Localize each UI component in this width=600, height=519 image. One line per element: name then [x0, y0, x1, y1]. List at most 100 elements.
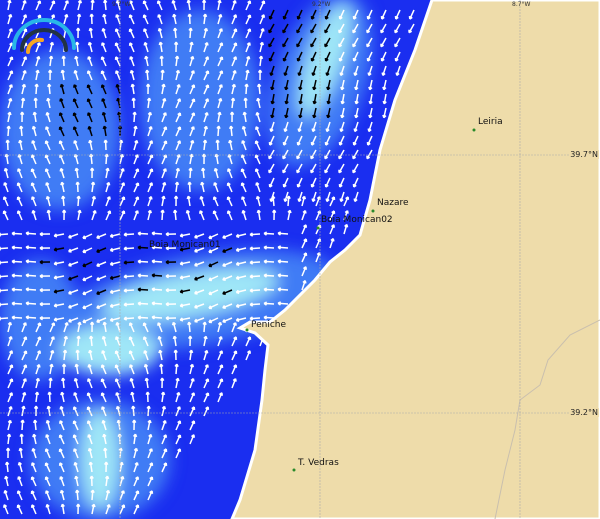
wind-arrow: [161, 434, 168, 445]
wind-arrow: [189, 363, 195, 375]
wind-arrow: [203, 125, 208, 137]
wind-arrow: [175, 98, 182, 109]
wind-arrow: [7, 70, 14, 81]
wind-arrow: [310, 51, 317, 62]
wind-arrow: [147, 462, 154, 473]
wind-arrow: [263, 259, 275, 264]
wind-arrow: [101, 98, 107, 109]
wind-arrow: [301, 252, 308, 263]
wind-arrow: [161, 97, 167, 109]
wind-arrow: [283, 121, 289, 133]
wind-arrow: [208, 233, 219, 240]
wind-arrow: [235, 247, 247, 253]
wind-arrow: [312, 107, 317, 119]
wind-arrow: [338, 163, 345, 174]
wind-arrow: [53, 303, 65, 308]
wind-arrow: [142, 0, 149, 11]
wind-arrow: [203, 392, 210, 403]
wind-arrow: [109, 303, 121, 309]
wind-arrow: [298, 107, 303, 119]
wind-arrow: [284, 93, 289, 105]
wind-arrow: [297, 121, 303, 133]
wind-arrow: [131, 419, 137, 431]
wind-arrow: [231, 14, 238, 25]
wind-arrow: [157, 322, 163, 333]
wind-arrow: [49, 363, 54, 375]
wind-arrow: [194, 275, 205, 281]
wind-arrow: [199, 195, 205, 207]
wind-arrow: [208, 247, 219, 254]
wind-arrow: [76, 13, 82, 25]
wind-arrow: [101, 42, 107, 53]
wind-arrow: [277, 259, 289, 264]
wind-arrow: [189, 434, 196, 445]
wind-arrow: [123, 232, 135, 237]
wind-arrow: [45, 503, 51, 515]
wind-arrow: [89, 167, 95, 179]
wind-arrow: [31, 140, 37, 151]
buoy-label[interactable]: Boia Monican02: [321, 215, 393, 225]
wind-arrow: [282, 37, 289, 48]
wind-arrow: [75, 41, 80, 53]
wind-arrow: [296, 149, 303, 160]
wind-arrow: [60, 377, 66, 389]
wind-arrow: [74, 167, 79, 179]
wind-arrow: [241, 125, 247, 137]
wind-arrow: [129, 377, 135, 389]
wind-arrow: [231, 378, 237, 389]
wind-arrow: [123, 246, 135, 251]
place-label[interactable]: Peniche: [251, 320, 287, 330]
wind-arrow: [366, 9, 373, 20]
wind-arrow: [7, 378, 14, 389]
wind-arrow: [87, 41, 93, 53]
wind-arrow: [105, 210, 112, 221]
wind-arrow: [381, 65, 387, 77]
buoy-label[interactable]: Boia Monican01: [149, 240, 221, 250]
wind-arrow: [226, 210, 233, 221]
wind-arrow: [187, 13, 192, 25]
wind-arrow: [74, 475, 79, 487]
wind-arrow: [160, 209, 165, 221]
wind-arrow: [2, 210, 9, 221]
wind-arrow: [133, 196, 140, 207]
wind-arrow: [31, 447, 37, 459]
wind-arrow: [268, 149, 275, 160]
wind-arrow: [235, 261, 247, 267]
wind-arrow: [208, 275, 219, 282]
wind-arrow: [268, 135, 275, 146]
wind-arrow: [31, 462, 37, 473]
wind-arrow: [128, 42, 135, 53]
wind-arrow: [213, 182, 219, 193]
place-label[interactable]: Nazare: [377, 198, 409, 208]
wind-arrow: [31, 196, 37, 207]
wind-arrow: [114, 364, 121, 375]
wind-arrow: [231, 28, 238, 39]
place-label[interactable]: T. Vedras: [298, 458, 339, 468]
wind-arrow: [147, 476, 154, 487]
wind-arrow: [203, 349, 209, 361]
wind-arrow: [189, 126, 195, 137]
wind-arrow: [73, 392, 79, 403]
wind-arrow: [5, 139, 10, 151]
place-label[interactable]: Leiria: [478, 117, 503, 127]
wind-arrow: [187, 321, 192, 333]
wind-arrow: [297, 191, 303, 203]
wind-arrow: [245, 42, 251, 53]
wind-arrow: [301, 224, 308, 235]
wind-arrow: [271, 209, 277, 221]
wind-arrow: [48, 55, 54, 67]
wind-arrow: [129, 364, 135, 375]
wind-arrow: [91, 209, 97, 221]
wind-arrow: [82, 261, 93, 268]
wind-arrow: [31, 125, 37, 137]
wind-arrow: [263, 315, 275, 320]
wind-arrow: [217, 392, 224, 403]
wind-arrow: [175, 140, 182, 151]
wind-arrow: [147, 111, 153, 123]
wind-arrow: [338, 9, 345, 20]
wind-arrow: [128, 14, 135, 25]
wind-arrow: [296, 51, 303, 62]
wind-arrow: [109, 247, 121, 253]
